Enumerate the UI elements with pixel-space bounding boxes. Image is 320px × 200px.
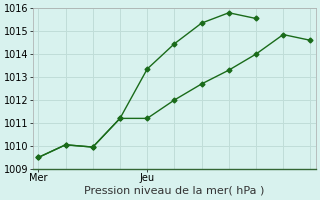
X-axis label: Pression niveau de la mer( hPa ): Pression niveau de la mer( hPa )	[84, 186, 265, 196]
